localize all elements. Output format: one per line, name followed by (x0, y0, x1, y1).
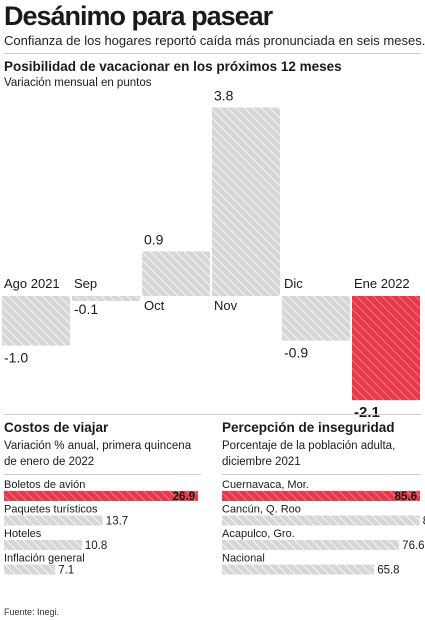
divider (4, 474, 201, 475)
category-label: Sep (74, 276, 97, 291)
bar-3 (212, 107, 280, 297)
bar-1 (72, 296, 140, 301)
category-label: Hoteles (4, 528, 42, 540)
value-label: 26.9 (173, 491, 195, 503)
category-label: Cancún, Q. Roo (222, 504, 301, 516)
value-label: 13.7 (106, 516, 128, 528)
value-label: 7.1 (58, 565, 74, 577)
page-subtitle: Confianza de los hogares reportó caída m… (4, 33, 425, 48)
value-label: 10.8 (85, 540, 107, 552)
value-label: -1.0 (4, 350, 28, 366)
vacation-chart: Ago 2021 -1.0 Sep -0.1 Oct 0.9 Nov 3.8 Dic -0.9 En… (2, 88, 420, 421)
category-label: Boletos de avión (4, 479, 85, 491)
page-title: Desánimo para pasear (4, 1, 273, 31)
category-label: Nacional (222, 553, 265, 565)
main-chart-subtitle: Variación mensual en puntos (4, 77, 152, 89)
bar-5 (352, 296, 420, 401)
divider (4, 53, 421, 54)
value-label: -2.1 (354, 404, 380, 421)
insecurity-subtitle: Porcentaje de la población adulta, dicie… (222, 440, 396, 468)
travel-costs-subtitle: Variación % anual, primera quincena de e… (4, 440, 192, 468)
insecurity-title: Percepción de inseguridad (222, 420, 395, 435)
value-label: -0.9 (284, 345, 308, 361)
value-label: 65.8 (377, 565, 399, 577)
main-chart-title: Posibilidad de vacacionar en los próximo… (4, 59, 342, 74)
category-label: Ago 2021 (4, 276, 60, 291)
source-note: Fuente: Inegi. (4, 607, 60, 617)
hbar-1-0 (222, 491, 420, 501)
divider (4, 414, 421, 415)
bar-2 (142, 251, 210, 296)
category-label: Paquetes turísticos (4, 504, 98, 516)
value-label: 85.6 (395, 491, 417, 503)
value-label: 3.8 (214, 88, 234, 104)
hbar-0-1 (4, 515, 103, 526)
hbar-0-2 (4, 540, 82, 550)
travel-costs-title: Costos de viajar (4, 420, 109, 435)
category-label: Ene 2022 (354, 276, 410, 291)
category-label: Cuernavaca, Mor. (222, 479, 309, 491)
category-label: Dic (284, 276, 303, 291)
hbar-1-1 (222, 515, 420, 526)
divider (222, 474, 421, 475)
bar-0 (2, 296, 70, 346)
hbar-1-3 (222, 564, 375, 575)
hbar-0-0 (4, 491, 198, 501)
hbar-1-2 (222, 540, 400, 550)
hbar-0-3 (4, 564, 56, 575)
value-label: -0.1 (74, 301, 98, 317)
category-label: Nov (214, 298, 238, 313)
category-label: Oct (144, 298, 165, 313)
value-label: 0.9 (144, 231, 164, 247)
bar-4 (282, 296, 350, 341)
category-label: Acapulco, Gro. (222, 528, 295, 540)
value-label: 76.6 (402, 540, 424, 552)
category-label: Inflación general (4, 553, 85, 565)
